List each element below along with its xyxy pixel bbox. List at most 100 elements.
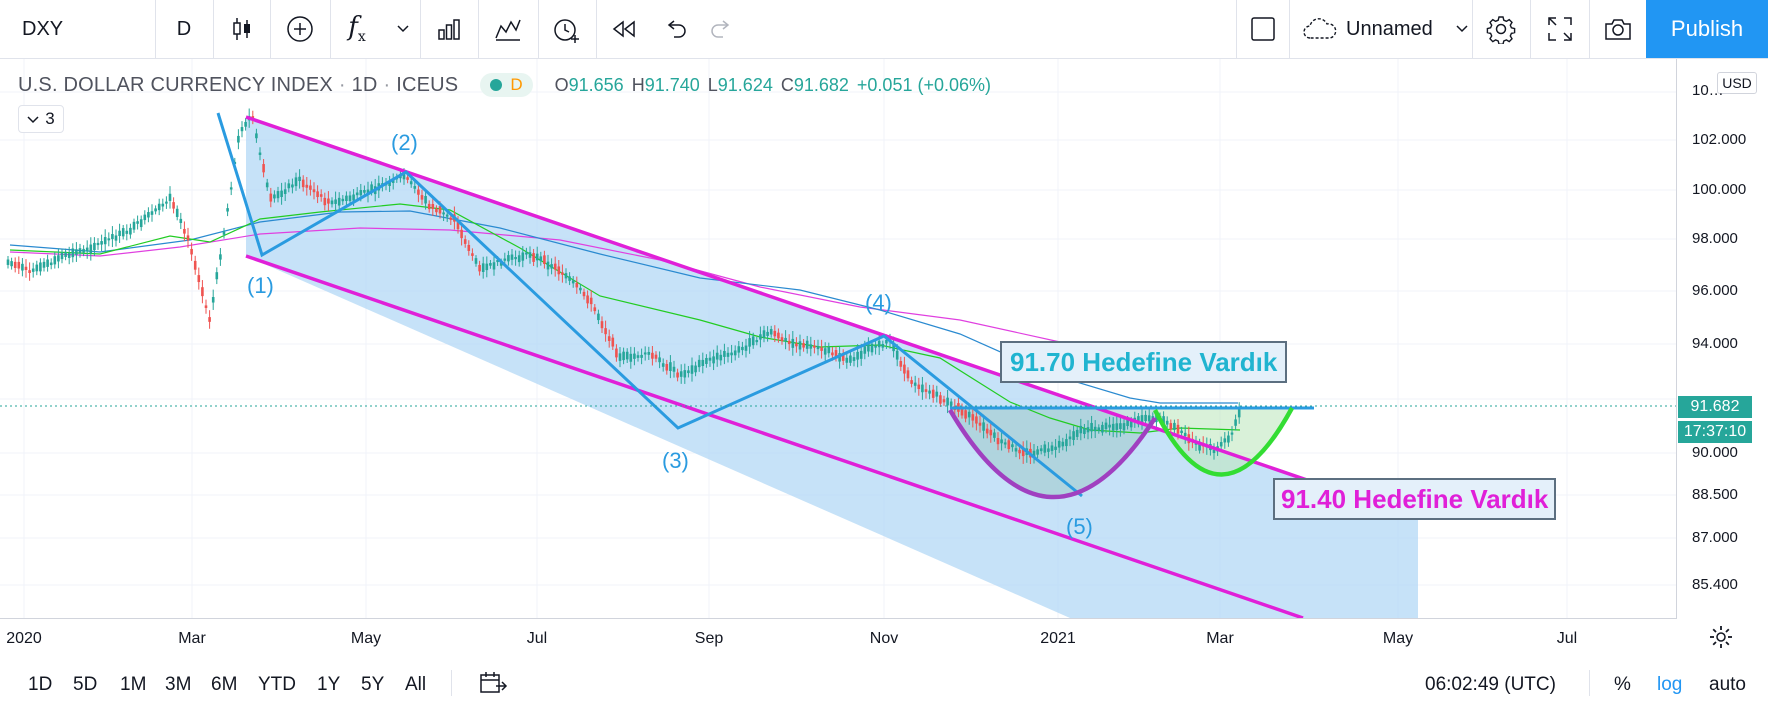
- candle-body: [107, 238, 111, 241]
- templates-dropdown[interactable]: [388, 0, 418, 58]
- candle-body: [604, 328, 607, 335]
- replay-button[interactable]: [597, 0, 651, 58]
- candle-body: [1007, 440, 1011, 450]
- bottom-separator: [451, 670, 452, 696]
- price-chart[interactable]: [0, 59, 1676, 618]
- interval-button[interactable]: D: [156, 0, 212, 58]
- candle-body: [899, 361, 903, 367]
- range-6m-button[interactable]: 6M: [211, 674, 238, 695]
- snapshot-button[interactable]: [1590, 0, 1646, 58]
- candle-body: [661, 363, 665, 367]
- candle-body: [82, 248, 85, 253]
- rewind-icon: [611, 19, 637, 39]
- candle-body: [1039, 448, 1043, 452]
- time-scale[interactable]: [0, 618, 1676, 658]
- currency-button[interactable]: USD: [1717, 72, 1757, 94]
- range-5y-button[interactable]: 5Y: [361, 674, 385, 695]
- scale-settings-button[interactable]: [1706, 624, 1736, 654]
- time-tick: Jul: [1556, 630, 1578, 647]
- symbol-search-button[interactable]: DXY: [0, 0, 88, 58]
- wave-label-3: (3): [662, 448, 689, 473]
- candle-body: [298, 176, 301, 182]
- alert-button[interactable]: [539, 0, 595, 58]
- candle-body: [348, 195, 352, 202]
- candle-body: [615, 348, 618, 358]
- settings-button[interactable]: [1473, 0, 1529, 58]
- chevron-down-icon: [27, 109, 39, 129]
- candle-body: [420, 195, 424, 200]
- candle-body: [330, 200, 334, 205]
- select-layout-button[interactable]: [1237, 0, 1289, 58]
- percent-scale-toggle[interactable]: %: [1614, 674, 1631, 695]
- candle-body: [967, 411, 971, 418]
- chart-type-button[interactable]: [214, 0, 270, 58]
- auto-scale-toggle[interactable]: auto: [1709, 674, 1746, 695]
- candle-body: [323, 197, 327, 206]
- candle-body: [409, 181, 413, 185]
- publish-button[interactable]: Publish: [1646, 0, 1768, 58]
- undo-button[interactable]: [654, 0, 698, 58]
- financials-button[interactable]: [421, 0, 477, 58]
- log-scale-toggle[interactable]: log: [1657, 674, 1683, 695]
- candle-body: [535, 253, 539, 261]
- candle-body: [827, 346, 831, 354]
- candle-body: [586, 295, 589, 304]
- candle-body: [1065, 439, 1068, 447]
- candle-body: [35, 264, 39, 272]
- range-1y-button[interactable]: 1Y: [317, 674, 341, 695]
- fullscreen-button[interactable]: [1531, 0, 1589, 58]
- range-3m-button[interactable]: 3M: [165, 674, 192, 695]
- candle-body: [589, 297, 593, 305]
- price-tick: 94.000: [1692, 335, 1738, 352]
- range-5d-button[interactable]: 5D: [73, 674, 98, 695]
- candle-body: [1122, 423, 1126, 431]
- target-label-91-70[interactable]: 91.70 Hedefine Vardık: [1000, 341, 1288, 383]
- target-label-91-40[interactable]: 91.40 Hedefine Vardık: [1273, 478, 1557, 520]
- candle-body: [129, 227, 132, 235]
- candle-body: [647, 351, 651, 355]
- candle-body: [852, 357, 856, 361]
- range-all-button[interactable]: All: [405, 674, 427, 695]
- bottom-toolbar: [0, 658, 1768, 714]
- candle-body: [1173, 422, 1176, 430]
- compare-button[interactable]: [271, 0, 329, 58]
- candle-body: [1043, 444, 1047, 453]
- ma-magenta: [9, 227, 1239, 374]
- candle-body: [550, 264, 553, 269]
- cloud-icon: [1302, 16, 1338, 42]
- candle-body: [863, 346, 867, 354]
- utc-clock[interactable]: 06:02:49 (UTC): [1425, 674, 1556, 695]
- range-ytd-button[interactable]: YTD: [258, 674, 296, 695]
- candle-body: [1137, 416, 1140, 425]
- candle-body: [877, 340, 881, 348]
- ideas-button[interactable]: [479, 0, 537, 58]
- candle-body: [777, 332, 780, 339]
- candle-body: [460, 229, 463, 239]
- indicators-button[interactable]: fx: [331, 0, 383, 58]
- layout-name-button[interactable]: Unnamed: [1290, 0, 1470, 58]
- legend-interval: 1D: [351, 73, 378, 96]
- candle-body: [622, 351, 625, 361]
- candle-body: [240, 127, 244, 132]
- redo-button[interactable]: [700, 0, 742, 58]
- candle-body: [481, 263, 485, 273]
- candle-body: [1162, 416, 1165, 426]
- candle-body: [514, 256, 517, 260]
- price-scale[interactable]: [1676, 59, 1768, 619]
- market-status-badge[interactable]: D: [480, 73, 533, 97]
- cup-curve: [948, 408, 1157, 500]
- top-toolbar: DXY D fx Unnamed: [0, 0, 1768, 59]
- candle-body: [687, 370, 690, 374]
- candle-body: [100, 241, 103, 245]
- candle-body: [751, 336, 755, 346]
- range-1d-button[interactable]: 1D: [28, 674, 53, 695]
- time-tick: May: [1382, 630, 1414, 647]
- candle-body: [892, 342, 895, 352]
- interval-label: D: [176, 17, 192, 40]
- candle-body: [640, 354, 643, 358]
- range-1m-button[interactable]: 1M: [120, 674, 147, 695]
- indicators-collapse-button[interactable]: 3: [18, 105, 64, 133]
- goto-date-button[interactable]: [478, 670, 508, 701]
- candle-body: [312, 189, 316, 193]
- candle-body: [849, 355, 852, 363]
